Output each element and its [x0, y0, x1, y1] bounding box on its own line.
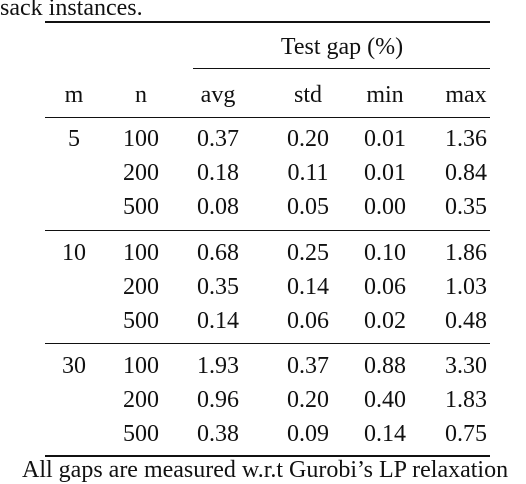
cell-n: 100: [123, 240, 159, 266]
cell-value: 0.20: [287, 387, 329, 413]
cell-value: 3.30: [445, 353, 487, 379]
header-rule: [45, 117, 490, 118]
column-header: max: [445, 82, 487, 108]
cell-value: 0.09: [287, 421, 329, 447]
cell-value: 1.36: [445, 126, 487, 152]
cell-value: 0.00: [364, 194, 406, 220]
cell-value: 0.88: [364, 353, 406, 379]
cell-value: 0.06: [287, 308, 329, 334]
cell-value: 0.14: [364, 421, 406, 447]
cell-n: 500: [123, 194, 159, 220]
cell-value: 0.48: [445, 308, 487, 334]
cell-value: 0.37: [287, 353, 329, 379]
bottom-rule: [45, 455, 490, 457]
cell-value: 0.01: [364, 160, 406, 186]
caption: sack instances.: [0, 0, 143, 21]
cell-value: 0.40: [364, 387, 406, 413]
cell-value: 1.93: [197, 353, 239, 379]
cell-value: 0.96: [197, 387, 239, 413]
cell-value: 0.11: [287, 160, 329, 186]
cell-n: 500: [123, 421, 159, 447]
group-m: 10: [62, 240, 86, 266]
cell-value: 0.06: [364, 274, 406, 300]
cell-n: 100: [123, 126, 159, 152]
cell-value: 0.35: [445, 194, 487, 220]
cell-value: 0.18: [197, 160, 239, 186]
cell-value: 1.83: [445, 387, 487, 413]
cell-value: 0.84: [445, 160, 487, 186]
group-separator: [45, 343, 490, 344]
group-m: 30: [62, 353, 86, 379]
group-header: Test gap (%): [280, 34, 404, 60]
cell-n: 200: [123, 160, 159, 186]
cell-value: 0.35: [197, 274, 239, 300]
column-header: m: [64, 82, 84, 108]
cell-value: 0.14: [197, 308, 239, 334]
cell-value: 0.02: [364, 308, 406, 334]
group-m: 5: [68, 126, 80, 152]
group-separator: [45, 230, 490, 231]
cell-value: 0.68: [197, 240, 239, 266]
cell-value: 0.37: [197, 126, 239, 152]
column-header: n: [135, 82, 147, 108]
cell-value: 0.10: [364, 240, 406, 266]
cell-n: 200: [123, 274, 159, 300]
cell-n: 500: [123, 308, 159, 334]
group-rule: [193, 68, 490, 69]
top-rule: [45, 21, 490, 23]
cell-value: 0.08: [197, 194, 239, 220]
column-header: std: [293, 82, 323, 108]
cell-value: 0.01: [364, 126, 406, 152]
cell-value: 0.14: [287, 274, 329, 300]
cell-value: 0.38: [197, 421, 239, 447]
column-header: min: [366, 82, 404, 108]
cell-value: 0.20: [287, 126, 329, 152]
cell-value: 1.03: [445, 274, 487, 300]
cell-n: 200: [123, 387, 159, 413]
cell-value: 0.05: [287, 194, 329, 220]
cell-value: 0.25: [287, 240, 329, 266]
cell-value: 1.86: [445, 240, 487, 266]
cell-n: 100: [123, 353, 159, 379]
column-header: avg: [200, 82, 236, 108]
footnote: All gaps are measured w.r.t Gurobi’s LP …: [22, 457, 509, 483]
cell-value: 0.75: [445, 421, 487, 447]
